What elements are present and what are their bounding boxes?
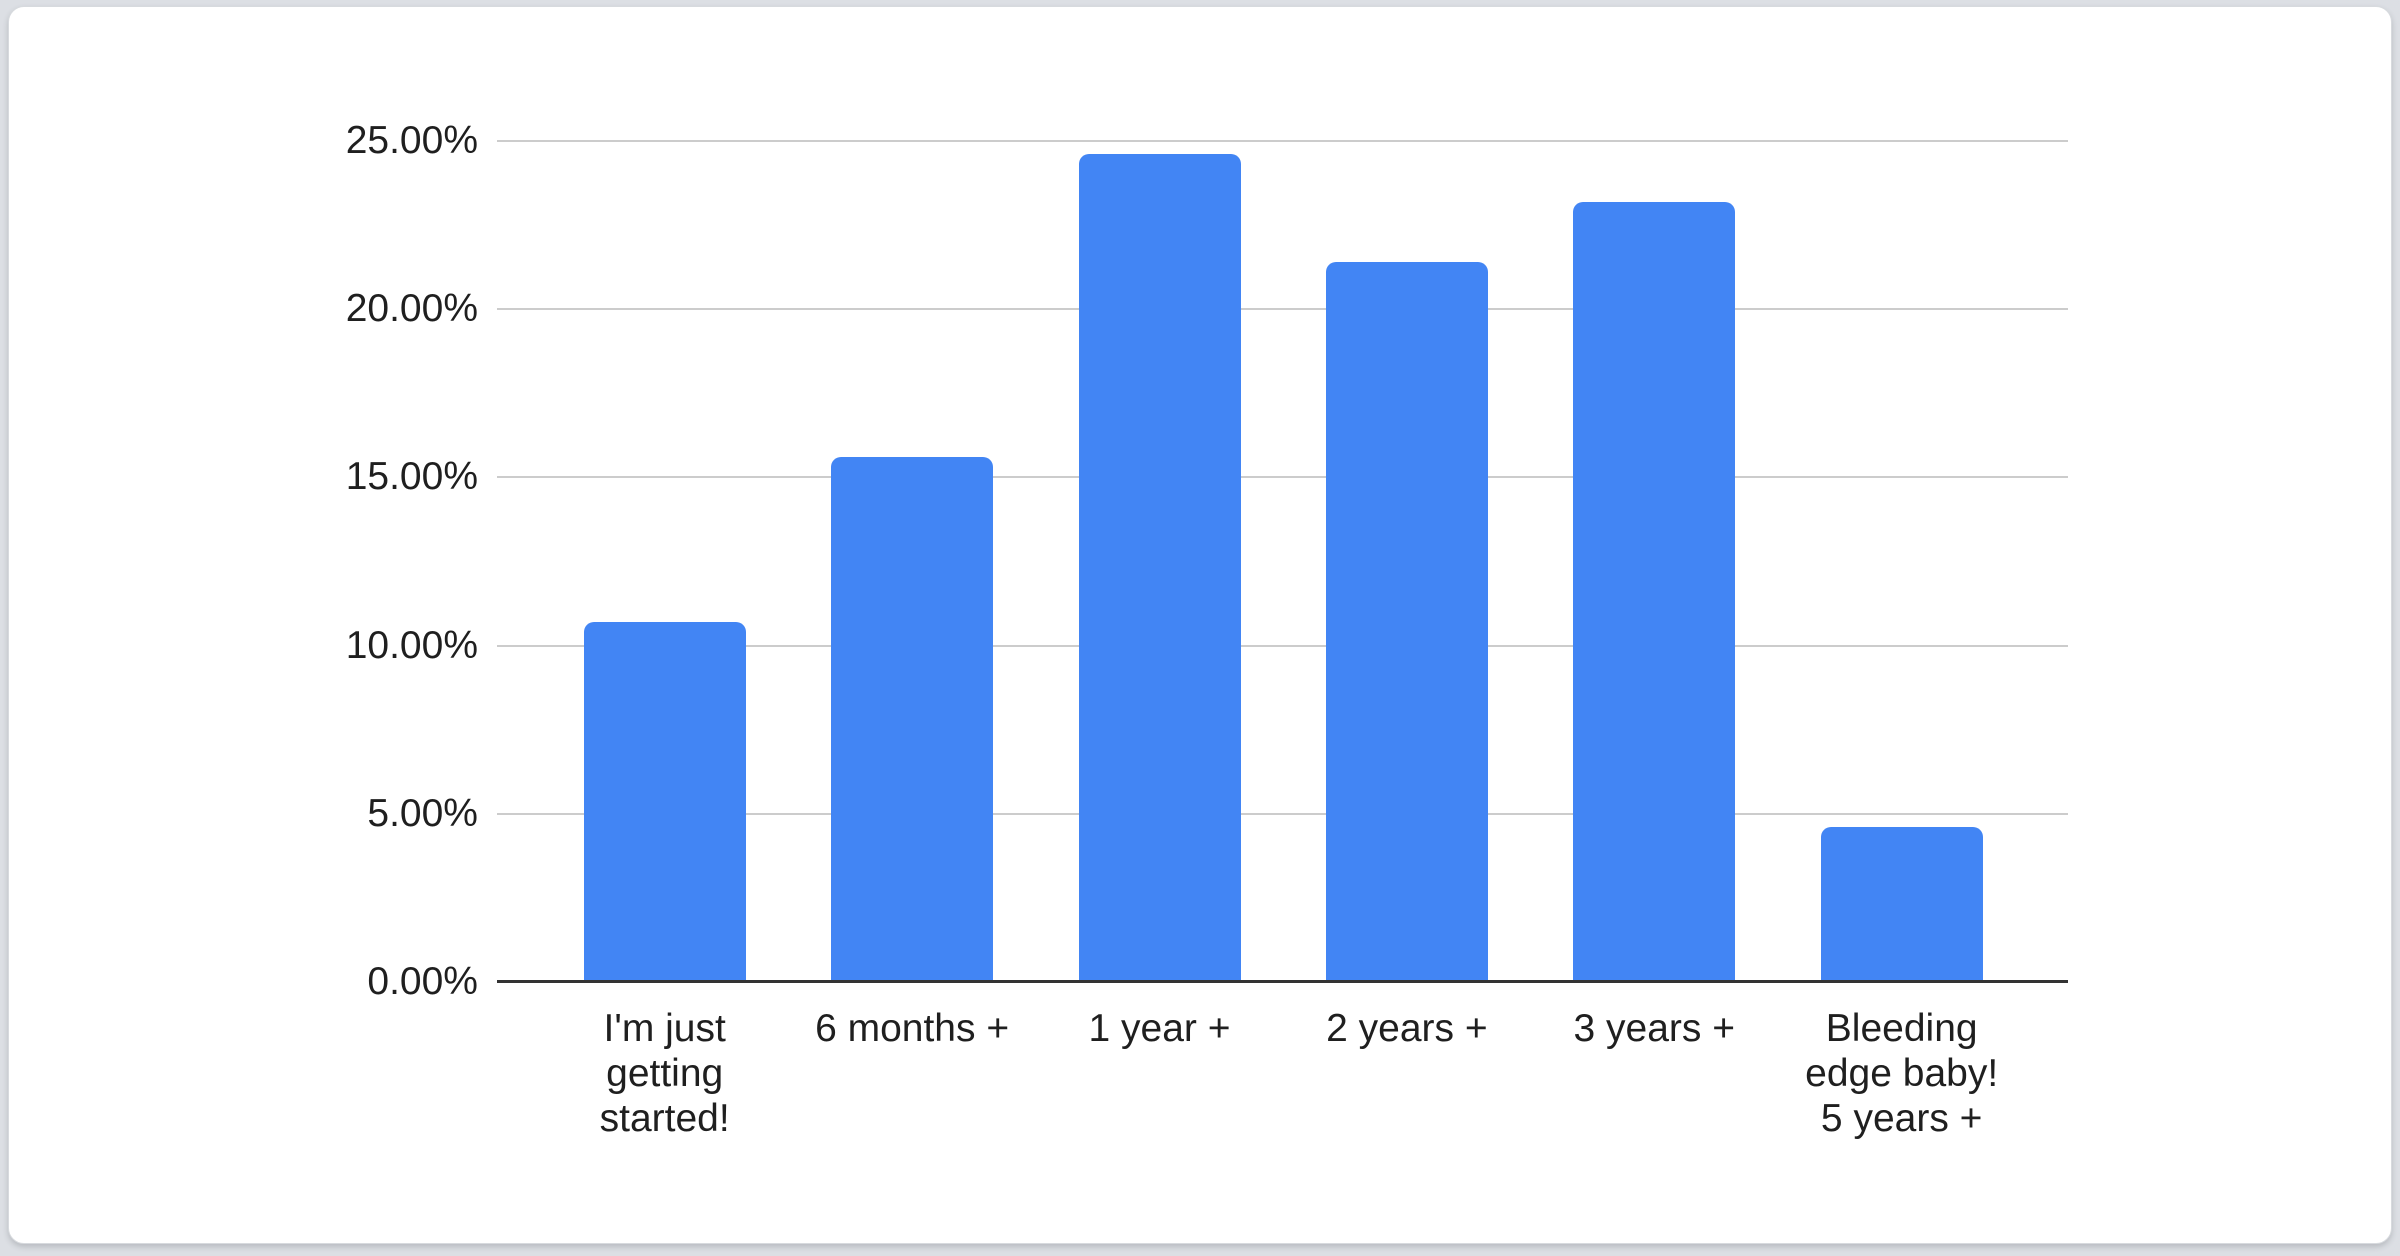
gridline-5pct xyxy=(497,812,2068,815)
x-axis-line xyxy=(497,980,2068,983)
x-axis-category-label: 3 years + xyxy=(1573,1007,1736,1050)
gridline-15pct xyxy=(497,476,2068,479)
y-axis-tick-label: 10.00% xyxy=(345,623,478,667)
gridline-25pct xyxy=(497,140,2068,142)
y-axis-tick-label: 5.00% xyxy=(367,791,478,835)
chart-card: 25.00% 20.00% 15.00% 10.00% 5.00% 0.00% … xyxy=(8,6,2392,1244)
x-axis-category-label: 2 years + xyxy=(1326,1007,1488,1050)
gridline-20pct xyxy=(497,308,2068,311)
y-axis-tick-label: 15.00% xyxy=(345,455,478,499)
y-axis-tick-label: 0.00% xyxy=(367,960,478,1003)
x-axis-category-label: 1 year + xyxy=(1088,1007,1231,1050)
y-axis-tick-label: 20.00% xyxy=(345,287,478,331)
x-axis-category-label: Bleeding edge baby! 5 years + xyxy=(1805,1007,1999,1140)
gridline-10pct xyxy=(497,644,2068,647)
bar-6-months[interactable] xyxy=(831,457,994,982)
bar-3-years[interactable] xyxy=(1573,201,1736,982)
x-axis-category-label: I'm just getting started! xyxy=(599,1007,730,1140)
bar-bleeding-edge-5-years[interactable] xyxy=(1820,827,1983,982)
bar-2-years[interactable] xyxy=(1325,262,1488,982)
bar-just-getting-started[interactable] xyxy=(583,622,746,982)
y-axis-tick-label: 25.00% xyxy=(345,119,478,162)
x-axis-category-label: 6 months + xyxy=(815,1007,1010,1050)
bar-1-year[interactable] xyxy=(1078,154,1241,982)
